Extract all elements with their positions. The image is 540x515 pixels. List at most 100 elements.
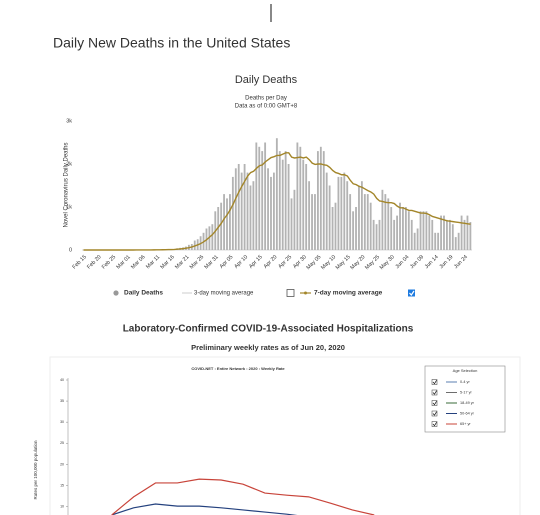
bar <box>316 151 319 250</box>
legend-label[interactable]: 7-day moving average <box>314 290 383 297</box>
bar <box>428 215 431 250</box>
bar <box>325 172 328 250</box>
bar <box>270 176 272 250</box>
y-tick-label: 15 <box>60 483 64 487</box>
legend-item-inactive[interactable]: 3-day moving average <box>194 291 254 297</box>
bar <box>343 172 346 250</box>
bar <box>243 164 246 250</box>
bar <box>231 176 234 250</box>
moving-average-line <box>83 152 471 251</box>
legend-checkbox[interactable] <box>431 410 438 417</box>
x-tick-label: Jun 14 <box>424 254 440 270</box>
y-tick-label: 30 <box>60 420 64 424</box>
legend-label[interactable]: Daily Deaths <box>124 290 163 297</box>
check-mark <box>432 401 437 406</box>
chart-frame <box>49 356 521 515</box>
bar <box>293 189 296 250</box>
bar <box>331 207 334 250</box>
x-tick-label: May 10 <box>320 254 337 271</box>
bar <box>431 219 434 250</box>
check-mark <box>432 422 437 427</box>
bar <box>396 215 398 250</box>
x-tick-label: Mar 06 <box>130 254 146 270</box>
legend-label[interactable]: 50-64 yr <box>460 412 475 416</box>
bar <box>246 172 249 250</box>
bar <box>267 168 269 250</box>
x-tick-label: May 15 <box>335 254 352 271</box>
bar <box>237 164 240 250</box>
y-tick-label: 25 <box>60 441 64 445</box>
legend-label[interactable]: 0-4 yr <box>460 380 470 384</box>
legend-checkbox[interactable] <box>431 421 438 427</box>
x-tick-label: Jun 24 <box>453 254 469 270</box>
chart-subtitle: Deaths per Day <box>245 96 287 102</box>
legend-checkbox[interactable] <box>431 379 438 385</box>
bar <box>334 202 337 250</box>
check-mark <box>432 411 437 416</box>
bar <box>443 215 445 250</box>
bar <box>305 164 308 250</box>
x-tick-label: Mar 26 <box>189 254 205 270</box>
bar <box>273 172 275 250</box>
bar <box>393 219 396 250</box>
y-tick-label: 35 <box>60 399 64 403</box>
legend-label[interactable]: 5-17 yr <box>460 391 473 395</box>
bar <box>451 224 454 250</box>
bar <box>363 194 366 250</box>
x-tick-label: May 25 <box>364 254 381 271</box>
bar <box>375 224 378 250</box>
chart-subtitle: Preliminary weekly rates as of Jun 20, 2… <box>191 343 345 352</box>
bar <box>460 215 463 250</box>
legend-swatch <box>113 290 119 296</box>
bar <box>457 232 460 250</box>
bar <box>437 232 440 250</box>
legend-label[interactable]: 65+ yr <box>460 422 471 426</box>
check-mark <box>432 390 437 395</box>
bar <box>352 211 355 250</box>
bar <box>463 219 466 250</box>
x-tick-label: Jun 19 <box>439 254 455 270</box>
bar <box>261 151 264 250</box>
x-tick-label: Jun 04 <box>395 254 411 270</box>
legend-checkbox-checked[interactable] <box>408 289 415 297</box>
bar <box>384 194 387 250</box>
bar <box>434 232 437 250</box>
x-tick-label: May 30 <box>379 254 396 271</box>
bar <box>220 202 223 250</box>
x-tick-label: Mar 11 <box>145 254 161 270</box>
bar <box>419 211 422 250</box>
bar <box>440 215 442 250</box>
bar <box>381 189 384 250</box>
legend-checkbox[interactable] <box>431 400 438 406</box>
bar <box>416 228 419 250</box>
y-tick-label: 40 <box>60 378 64 382</box>
bar <box>366 194 369 250</box>
page-title: Daily New Deaths in the United States <box>53 35 290 51</box>
bar <box>284 151 287 250</box>
bar <box>390 207 393 250</box>
legend-label[interactable]: 18-49 yr <box>460 401 475 405</box>
bar <box>249 185 252 250</box>
x-tick-label: Mar 01 <box>116 254 132 270</box>
bar <box>252 181 255 250</box>
x-tick-label: Feb 20 <box>86 254 102 270</box>
bar <box>223 194 225 250</box>
bar <box>275 138 278 250</box>
bar <box>258 146 261 250</box>
legend-checkbox[interactable] <box>431 389 438 396</box>
bar <box>234 168 237 250</box>
chart-title: Daily Deaths <box>235 74 298 86</box>
chart-header: COVID-NET : Entire Network : 2020 : Week… <box>191 366 285 371</box>
bar <box>255 142 258 250</box>
x-tick-label: Mar 31 <box>204 254 220 270</box>
bar <box>308 181 311 250</box>
bar <box>346 181 349 250</box>
bar <box>413 232 416 250</box>
bar <box>422 211 425 250</box>
y-tick-label: 2k <box>66 161 72 167</box>
bar <box>319 146 322 250</box>
y-tick-label: 1k <box>66 204 72 210</box>
legend-checkbox[interactable] <box>286 289 295 297</box>
x-tick-label: Mar 21 <box>174 254 190 270</box>
